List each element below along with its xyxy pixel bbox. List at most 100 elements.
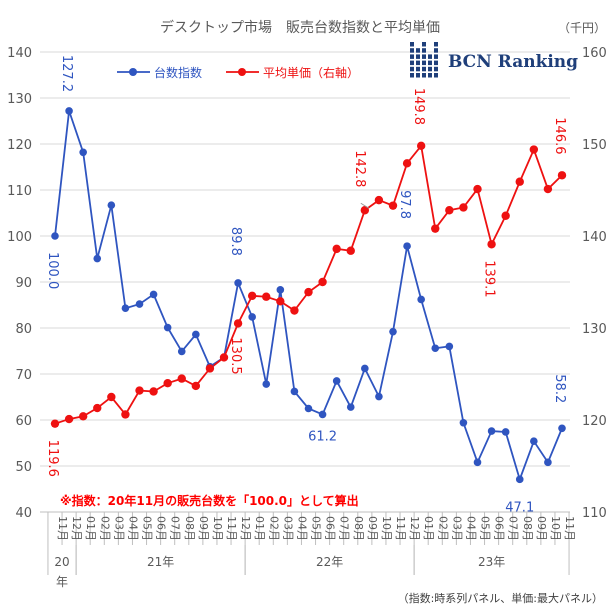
point-index bbox=[290, 387, 299, 396]
x-tick-text: 06月 bbox=[324, 516, 337, 541]
point-price bbox=[445, 206, 454, 215]
x-tick-label: 11月 bbox=[225, 516, 238, 541]
logo-dot bbox=[422, 66, 426, 72]
logo-dot bbox=[428, 73, 432, 78]
x-tick-text: 07月 bbox=[507, 516, 520, 541]
left-tick-label: 80 bbox=[15, 322, 32, 337]
x-tick-text: 10月 bbox=[380, 516, 393, 541]
x-tick-label: 11月 bbox=[56, 516, 69, 541]
point-index bbox=[361, 364, 369, 373]
data-label-text: 100.0 bbox=[45, 252, 60, 289]
x-tick-label: 08月 bbox=[183, 516, 196, 541]
x-tick-label: 11月 bbox=[563, 516, 576, 541]
x-tick-text: 05月 bbox=[141, 516, 154, 541]
point-index bbox=[135, 300, 144, 308]
x-tick-text: 02月 bbox=[267, 516, 280, 541]
x-tick-label: 09月 bbox=[197, 516, 210, 541]
point-price bbox=[515, 177, 524, 186]
point-price bbox=[332, 244, 341, 254]
x-tick-label: 09月 bbox=[535, 516, 548, 541]
point-index bbox=[346, 403, 355, 411]
x-tick-text: 04月 bbox=[295, 516, 308, 541]
logo-dot bbox=[422, 42, 426, 47]
year-label: 22年 bbox=[316, 555, 343, 569]
right-tick-label: 120 bbox=[582, 414, 607, 429]
right-tick-label: 110 bbox=[582, 506, 607, 521]
point-index bbox=[417, 295, 425, 304]
x-tick-label: 01月 bbox=[253, 516, 266, 541]
x-tick-label: 05月 bbox=[479, 516, 492, 541]
point-index bbox=[318, 410, 327, 419]
point-price bbox=[431, 224, 440, 233]
x-tick-text: 07月 bbox=[338, 516, 351, 541]
point-index bbox=[558, 424, 566, 433]
x-tick-label: 10月 bbox=[549, 516, 562, 541]
point-price bbox=[205, 364, 215, 373]
point-price bbox=[543, 184, 553, 194]
x-tick-label: 04月 bbox=[295, 516, 308, 541]
x-tick-label: 12月 bbox=[239, 516, 252, 541]
x-tick-text: 10月 bbox=[211, 516, 224, 541]
x-tick-label: 08月 bbox=[352, 516, 365, 541]
legend: 台数指数 平均単価（右軸） bbox=[117, 65, 359, 80]
left-tick-label: 130 bbox=[7, 92, 32, 107]
x-tick-label: 01月 bbox=[422, 516, 435, 541]
logo-dot bbox=[434, 66, 438, 72]
point-price bbox=[402, 159, 412, 168]
year-label: 23年 bbox=[478, 555, 505, 569]
x-tick-label: 06月 bbox=[155, 516, 168, 541]
x-tick-text: 01月 bbox=[422, 516, 435, 541]
x-tick-label: 04月 bbox=[126, 516, 139, 541]
source-note: （指数:時系列パネル、単価:最大パネル） bbox=[398, 591, 603, 605]
point-index bbox=[192, 330, 200, 339]
logo-dot bbox=[422, 73, 426, 78]
x-tick-label: 12月 bbox=[70, 516, 83, 541]
point-price bbox=[374, 195, 384, 205]
left-tick-label: 60 bbox=[15, 414, 32, 429]
logo-dot bbox=[422, 48, 426, 53]
data-label-text: 139.1 bbox=[482, 260, 497, 297]
data-label: 58.2 bbox=[552, 374, 567, 403]
x-tick-label: 07月 bbox=[507, 516, 520, 541]
point-price bbox=[50, 419, 60, 428]
point-price bbox=[529, 145, 539, 154]
x-tick-label: 08月 bbox=[521, 516, 534, 541]
logo-dot bbox=[410, 54, 414, 59]
logo-dot bbox=[416, 54, 420, 59]
x-tick-text: 03月 bbox=[112, 516, 125, 541]
point-index bbox=[375, 392, 383, 401]
logo-dot bbox=[422, 54, 426, 59]
data-label: 61.2 bbox=[308, 429, 337, 444]
x-tick-text: 10月 bbox=[549, 516, 562, 541]
point-index bbox=[79, 148, 87, 157]
logo-dot bbox=[410, 42, 414, 47]
point-price bbox=[121, 410, 130, 419]
x-tick-text: 04月 bbox=[464, 516, 477, 541]
year-label: 20 bbox=[54, 555, 69, 569]
point-price bbox=[318, 277, 327, 287]
right-tick-label: 150 bbox=[582, 138, 607, 153]
data-label-text: 89.8 bbox=[228, 227, 243, 256]
left-axis-ticks: 40 50 60 70 80 90 100 110 120 130 140 bbox=[7, 46, 32, 521]
point-price bbox=[346, 246, 355, 255]
x-tick-text: 05月 bbox=[310, 516, 323, 541]
x-tick-label: 11月 bbox=[394, 516, 407, 541]
legend-label-price: 平均単価（右軸） bbox=[263, 65, 359, 80]
logo-dot bbox=[410, 66, 414, 72]
x-tick-label: 02月 bbox=[436, 516, 449, 541]
x-tick-label: 10月 bbox=[211, 516, 224, 541]
year-label-suffix: 年 bbox=[56, 575, 68, 589]
left-tick-label: 50 bbox=[15, 460, 32, 475]
x-tick-text: 09月 bbox=[366, 516, 379, 541]
x-tick-text: 09月 bbox=[197, 516, 210, 541]
point-index bbox=[248, 313, 256, 321]
logo-dot bbox=[416, 66, 420, 72]
x-tick-label: 06月 bbox=[493, 516, 506, 541]
x-tick-text: 03月 bbox=[450, 516, 463, 541]
point-price bbox=[304, 287, 313, 297]
point-price bbox=[416, 141, 426, 151]
x-tick-label: 10月 bbox=[380, 516, 393, 541]
data-label: 146.6 bbox=[552, 117, 567, 154]
data-label-text: 97.8 bbox=[397, 190, 412, 219]
data-label-text: 58.2 bbox=[552, 374, 567, 403]
